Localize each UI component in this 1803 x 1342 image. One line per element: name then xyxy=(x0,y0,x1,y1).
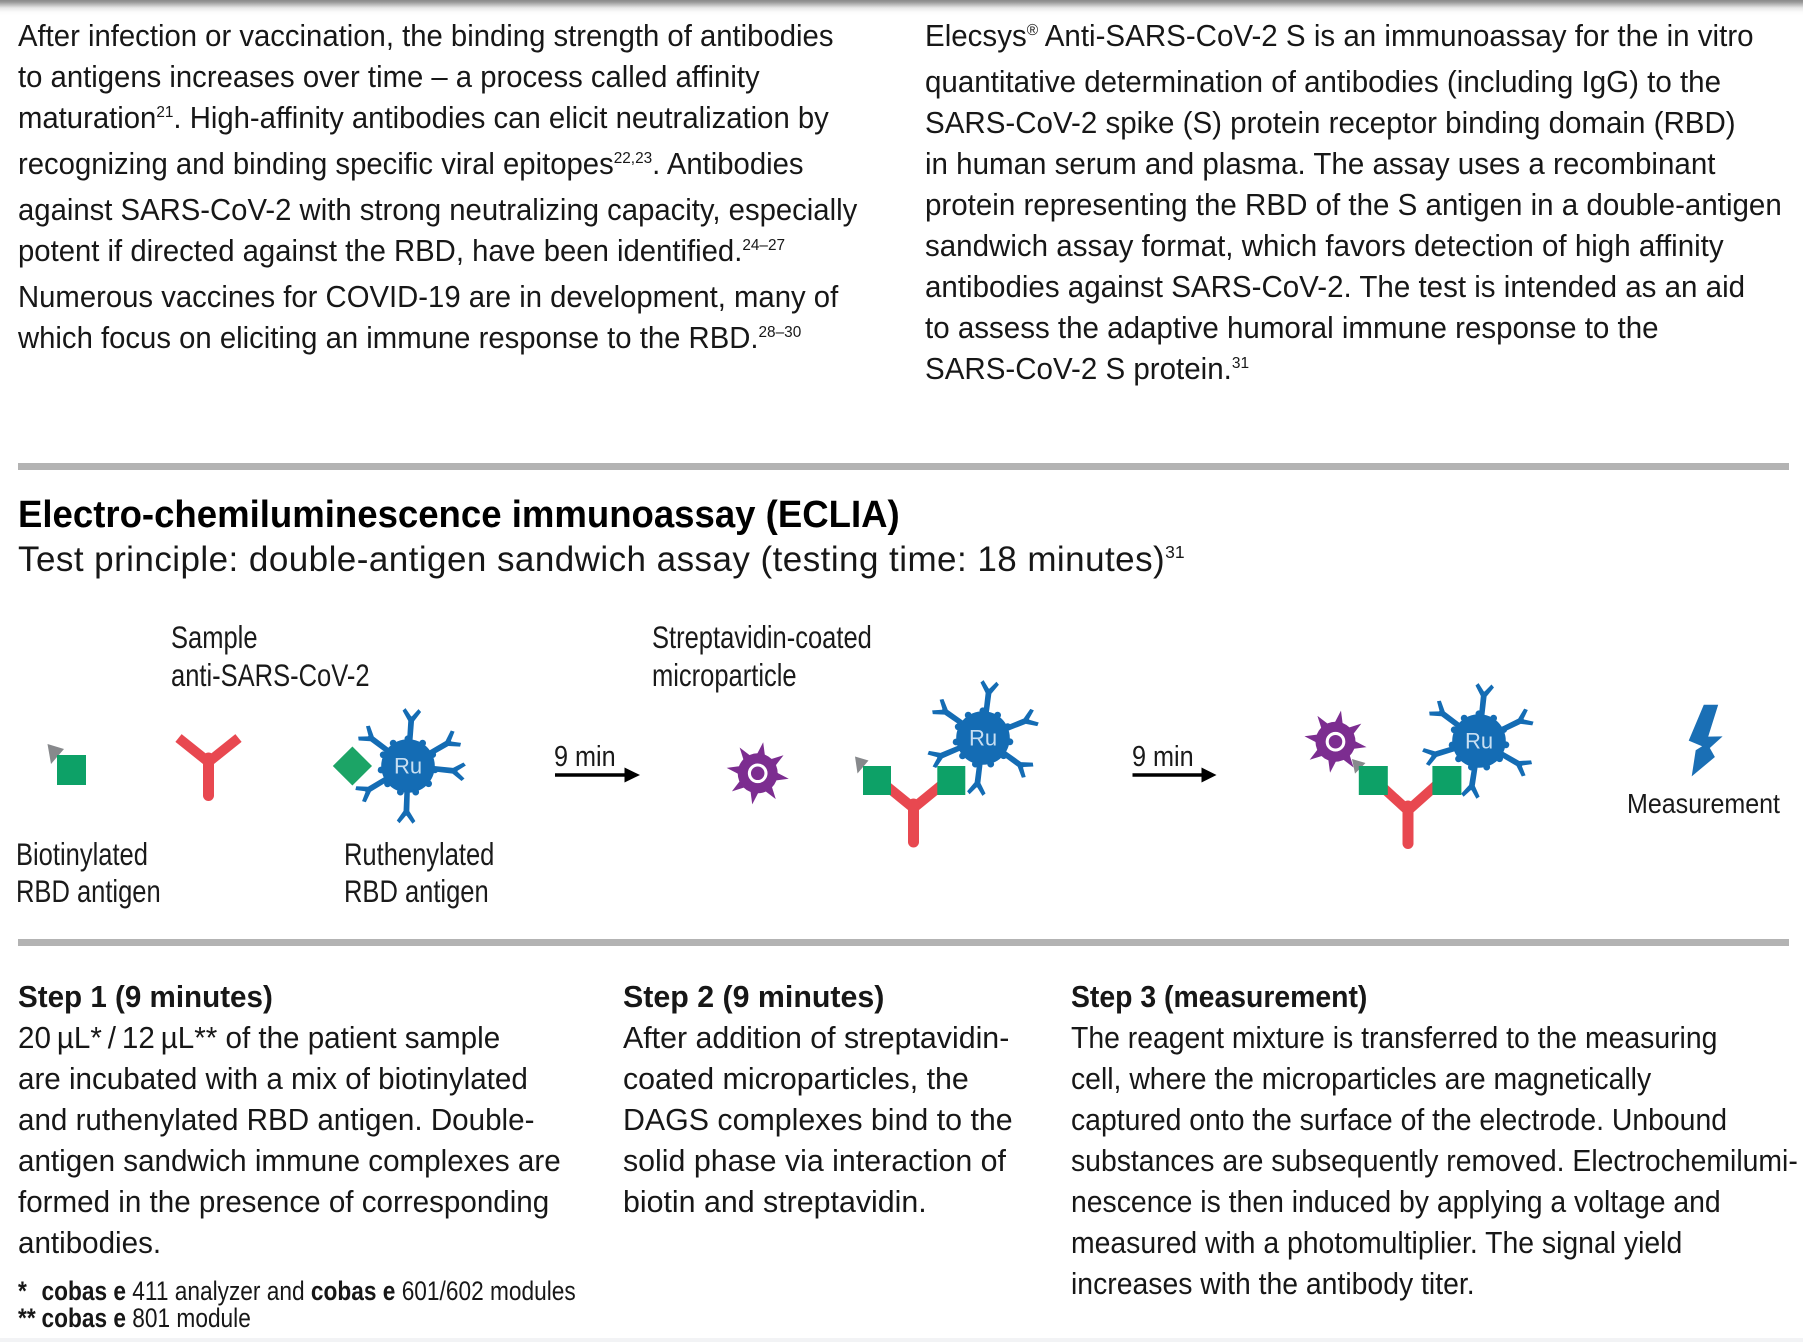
svg-text:Ru: Ru xyxy=(969,726,997,751)
svg-text:Ru: Ru xyxy=(1465,729,1493,754)
svg-text:Ru: Ru xyxy=(394,754,422,779)
